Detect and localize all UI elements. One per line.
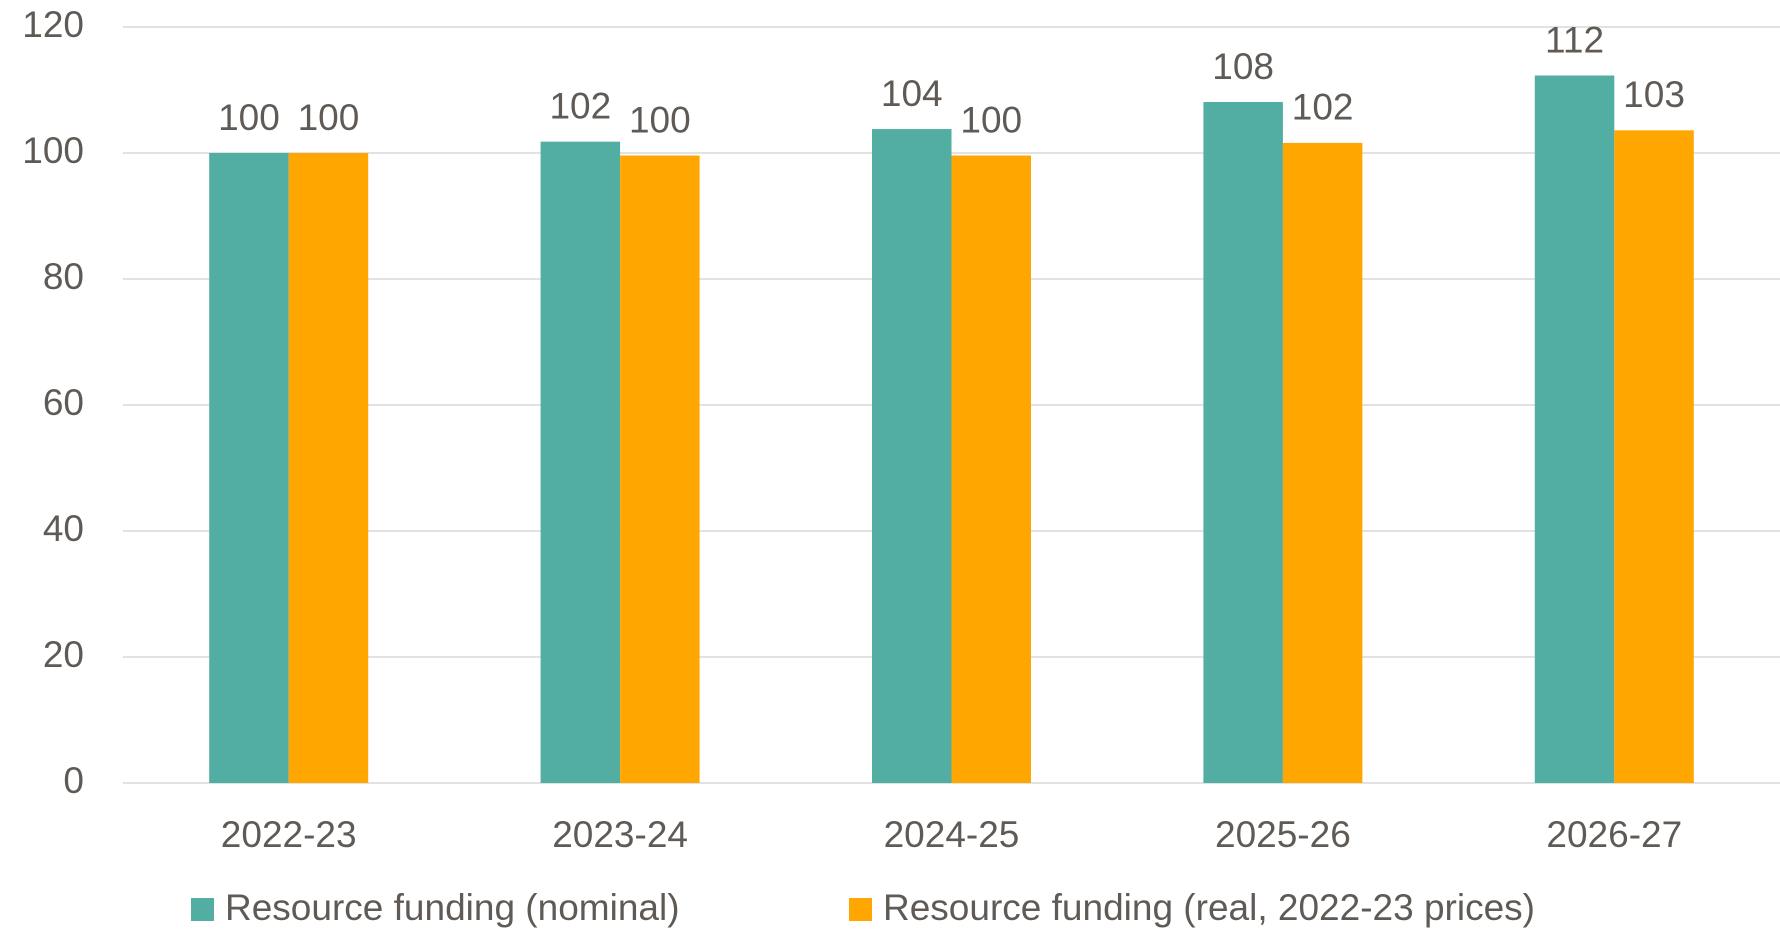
bar (288, 153, 369, 783)
y-tick-label: 40 (43, 508, 84, 549)
bar (620, 155, 700, 783)
y-tick-label: 0 (63, 760, 84, 801)
y-tick-label: 60 (43, 382, 84, 423)
bar (1534, 75, 1615, 783)
legend-swatch (191, 898, 214, 921)
data-label: 112 (1545, 19, 1604, 60)
bar (1614, 130, 1694, 783)
data-label: 103 (1623, 74, 1685, 115)
legend-swatch (849, 898, 872, 921)
x-tick-label: 2024-25 (884, 814, 1020, 855)
data-label: 100 (629, 99, 691, 140)
bar (540, 141, 621, 783)
x-tick-label: 2026-27 (1546, 814, 1682, 855)
y-tick-label: 120 (22, 4, 84, 45)
x-tick-label: 2022-23 (221, 814, 357, 855)
legend-label: Resource funding (nominal) (225, 887, 680, 928)
y-tick-label: 20 (43, 634, 84, 675)
x-tick-label: 2023-24 (552, 814, 688, 855)
y-tick-label: 80 (43, 256, 84, 297)
data-label: 102 (1292, 87, 1354, 128)
y-tick-label: 100 (22, 130, 84, 171)
bar (1282, 142, 1363, 784)
bar (1203, 101, 1283, 784)
bar (209, 153, 289, 783)
bar (951, 155, 1031, 783)
data-label: 100 (298, 97, 360, 138)
data-label: 108 (1212, 46, 1274, 87)
data-label: 102 (549, 85, 611, 126)
bar (872, 129, 952, 783)
legend-label: Resource funding (real, 2022-23 prices) (883, 887, 1535, 928)
data-label: 100 (218, 97, 280, 138)
x-tick-label: 2025-26 (1215, 814, 1351, 855)
data-label: 104 (881, 73, 943, 114)
data-label: 100 (960, 99, 1022, 140)
